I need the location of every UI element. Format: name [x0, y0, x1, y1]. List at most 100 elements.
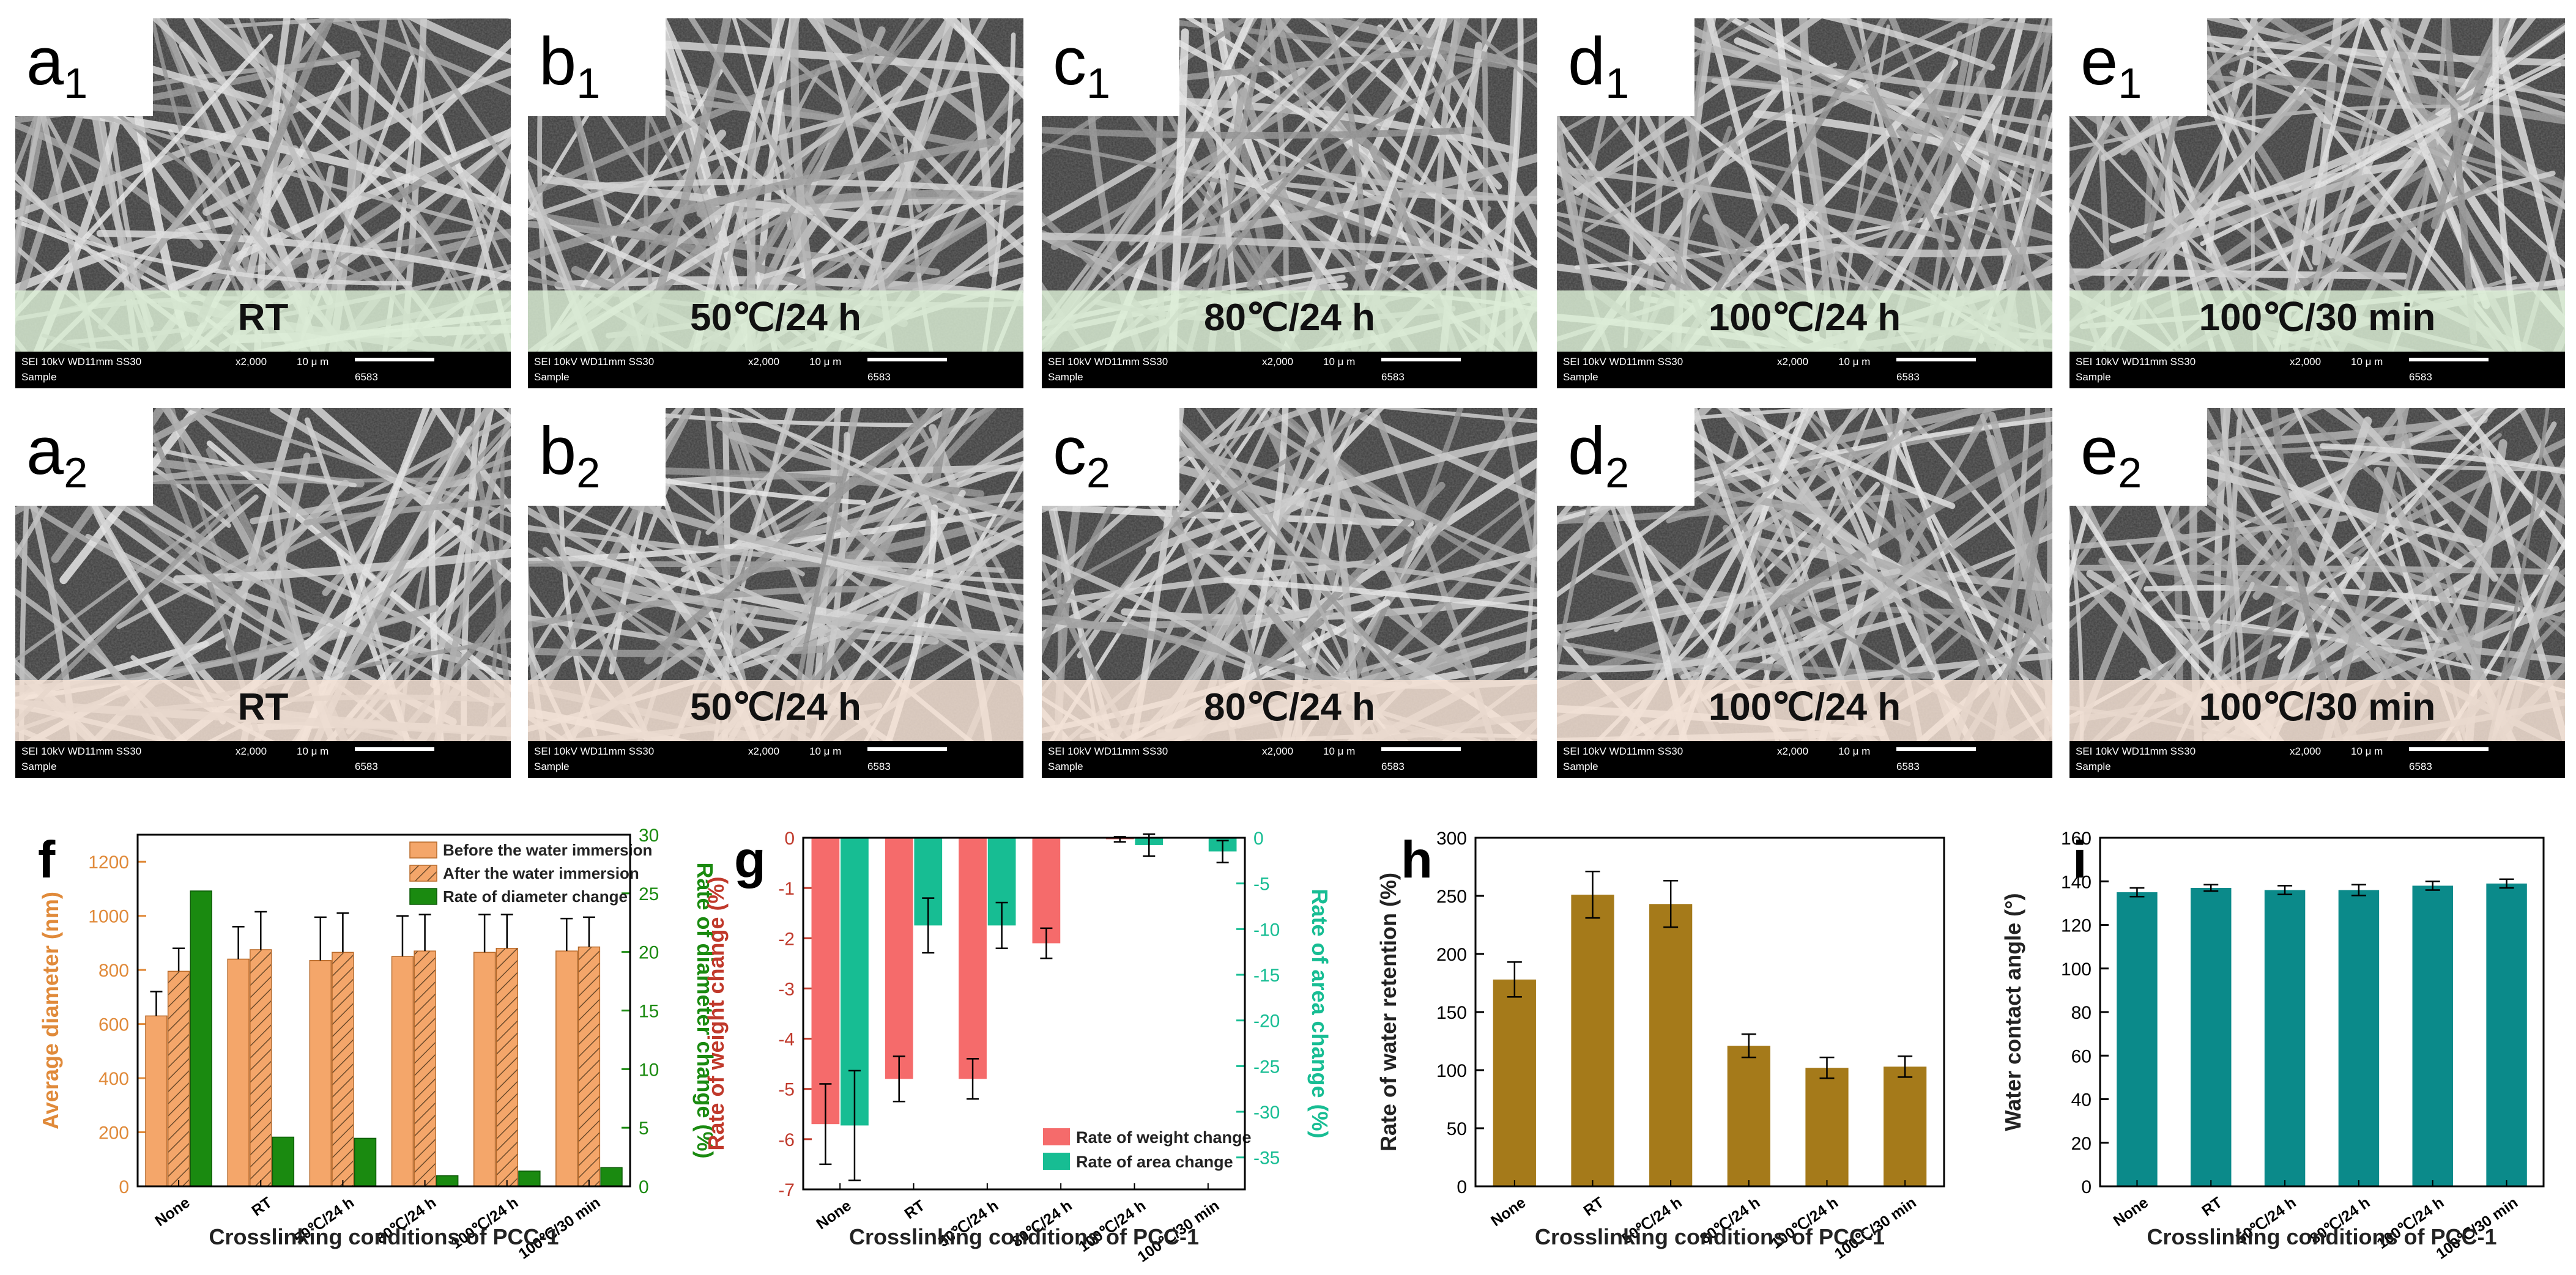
panel-letter-sub: 2: [1086, 449, 1110, 497]
condition-band: [1557, 290, 2052, 352]
y-tick-label: 1200: [88, 852, 129, 873]
panel-letter-sub: 2: [2118, 449, 2142, 497]
panel-letter-sub: 2: [576, 449, 600, 497]
sem-footer-mag: x2,000: [1262, 356, 1293, 368]
x-tick-label: RT: [2199, 1194, 2225, 1219]
panel-letter: b2: [539, 413, 600, 497]
sem-footer-sample: Sample: [1563, 371, 1598, 383]
sem-footer-sample: Sample: [1563, 761, 1598, 772]
bar: [272, 1136, 295, 1187]
condition-label: 100℃/30 min: [2199, 686, 2436, 728]
scale-bar: [355, 358, 434, 361]
x-tick-label: None: [152, 1194, 193, 1230]
sem-footer-mag: x2,000: [1777, 745, 1808, 757]
y-tick-label: 120: [2061, 916, 2092, 936]
sem-panel-e1: 100℃/30 min SEI 10kV WD11mm SS30 x2,000 10 …: [2069, 18, 2565, 388]
scale-bar: [1381, 358, 1461, 361]
bar: [414, 950, 436, 1187]
panel-letter-sub: 1: [64, 59, 87, 107]
panel-letter: c1: [1053, 24, 1110, 107]
panel-tag: g: [734, 831, 766, 889]
x-axis-title: Crosslinking conditions of PCC-1: [209, 1224, 559, 1249]
y2-tick-label: 0: [1253, 829, 1264, 849]
condition-label: 50℃/24 h: [690, 297, 861, 339]
sem-footer-mag: x2,000: [236, 745, 267, 757]
y-axis-title: Rate of weight change (%): [703, 876, 729, 1150]
x-axis-title: Crosslinking conditions of PCC-1: [849, 1224, 1199, 1249]
condition-band: [1042, 290, 1537, 352]
sem-image: 100℃/30 min SEI 10kV WD11mm SS30 x2,000 10 …: [2069, 18, 2565, 388]
legend-swatch: [409, 865, 437, 882]
bar: [309, 959, 332, 1187]
sem-image: 100℃/30 min SEI 10kV WD11mm SS30 x2,000 10 …: [2069, 408, 2565, 778]
condition-label: 50℃/24 h: [690, 686, 861, 728]
bar: [391, 956, 414, 1187]
y2-tick-label: 10: [639, 1060, 659, 1080]
panel-label-box: [2069, 18, 2207, 116]
sem-image: 80℃/24 h SEI 10kV WD11mm SS30 x2,000 10 μ m…: [1042, 18, 1537, 388]
bar: [250, 949, 272, 1187]
y2-tick-label: 0: [639, 1177, 649, 1197]
bar: [885, 838, 913, 1079]
bar: [600, 1167, 623, 1187]
y-tick-label: -6: [778, 1130, 795, 1150]
bar: [1727, 1046, 1770, 1186]
sem-image: 50℃/24 h SEI 10kV WD11mm SS30 x2,000 10 μ m…: [528, 18, 1023, 388]
sem-panel-b2: 50℃/24 h SEI 10kV WD11mm SS30 x2,000 10 μ m…: [528, 408, 1023, 778]
sem-footer-sample: Sample: [2076, 761, 2111, 772]
sem-footer-id: 6583: [1896, 761, 1920, 772]
y-tick-label: 40: [2071, 1090, 2092, 1111]
chart-f: 0 200 400 600 800 1000 1200 0 5 10 15 20 25 30Before …: [38, 826, 718, 1263]
sem-footer-mag: x2,000: [2290, 745, 2321, 757]
y-tick-label: -5: [778, 1080, 795, 1100]
bar: [518, 1170, 541, 1187]
bar: [1571, 895, 1614, 1186]
scale-bar: [2409, 747, 2489, 751]
y-tick-label: 300: [1436, 829, 1467, 849]
y-tick-label: 160: [2061, 829, 2092, 849]
condition-label: 100℃/30 min: [2199, 297, 2436, 339]
panel-label-box: [1557, 18, 1694, 116]
panel-letter: e1: [2080, 24, 2142, 107]
y-tick-label: 0: [1457, 1177, 1467, 1197]
bar: [167, 970, 190, 1187]
x-tick-label: RT: [248, 1194, 275, 1219]
condition-label: 80℃/24 h: [1204, 686, 1375, 728]
sem-footer-sample: Sample: [534, 371, 570, 383]
panel-label-box: [1557, 408, 1694, 506]
bar: [2486, 883, 2527, 1186]
y-tick-label: 80: [2071, 1003, 2092, 1023]
chart-panels: 020040060080010001200051015202530Before …: [38, 826, 2545, 1266]
panel-letter: a2: [26, 413, 87, 497]
sem-footer-scale: 10 μ m: [2351, 745, 2383, 757]
sem-footer-params: SEI 10kV WD11mm SS30: [2076, 356, 2196, 368]
y-tick-label: 400: [98, 1069, 129, 1089]
sem-footer-id: 6583: [1896, 371, 1920, 383]
x-tick-label: None: [2110, 1194, 2151, 1230]
sem-footer-id: 6583: [1381, 761, 1405, 772]
y-tick-label: 1000: [88, 907, 129, 927]
plot-frame: [2099, 837, 2545, 1188]
legend-label: Rate of diameter change: [443, 887, 628, 906]
y-tick-label: -4: [778, 1030, 795, 1050]
sem-footer-sample: Sample: [21, 761, 57, 772]
bar: [145, 1015, 168, 1187]
condition-label: RT: [238, 686, 289, 728]
legend-swatch: [1043, 1128, 1070, 1145]
sem-footer-mag: x2,000: [1262, 745, 1293, 757]
bar: [332, 952, 354, 1187]
panel-letter-main: e: [2080, 413, 2118, 489]
panel-letter-sub: 1: [2118, 59, 2142, 107]
y2-axis-title: Rate of area change (%): [1307, 889, 1332, 1138]
x-tick-label: None: [1488, 1194, 1529, 1230]
bar: [1493, 979, 1536, 1186]
bar: [354, 1137, 377, 1187]
panel-letter-main: c: [1053, 413, 1086, 489]
panel-tag: h: [1401, 831, 1433, 889]
panel-letter-main: a: [26, 24, 64, 99]
chart-g: 0-1-2-3-4-5-6-70-5-10-15-20-25-30-35Rate…: [703, 829, 1332, 1266]
plot-frame: [802, 837, 1246, 1191]
sem-footer-id: 6583: [355, 371, 378, 383]
